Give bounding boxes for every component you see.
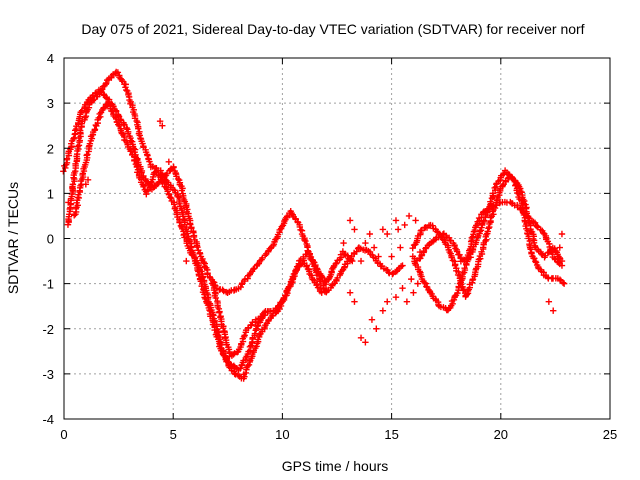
y-tick-label: 2 (47, 141, 54, 156)
sdtvar-chart: Day 075 of 2021, Sidereal Day-to-day VTE… (0, 0, 640, 480)
y-tick-label: -4 (42, 412, 54, 427)
y-tick-label: 4 (47, 51, 54, 66)
x-tick-label: 0 (60, 427, 67, 442)
x-tick-label: 20 (494, 427, 508, 442)
x-tick-label: 15 (384, 427, 398, 442)
y-tick-label: -2 (42, 322, 54, 337)
y-axis-label: SDTVAR / TECUs (5, 182, 21, 294)
x-axis-label: GPS time / hours (282, 458, 389, 474)
y-tick-label: -3 (42, 367, 54, 382)
chart-title: Day 075 of 2021, Sidereal Day-to-day VTE… (81, 21, 584, 37)
y-tick-label: -1 (42, 277, 54, 292)
x-tick-label: 25 (603, 427, 617, 442)
x-tick-label: 10 (275, 427, 289, 442)
y-tick-label: 3 (47, 96, 54, 111)
y-tick-label: 0 (47, 232, 54, 247)
x-tick-label: 5 (170, 427, 177, 442)
y-tick-label: 1 (47, 186, 54, 201)
